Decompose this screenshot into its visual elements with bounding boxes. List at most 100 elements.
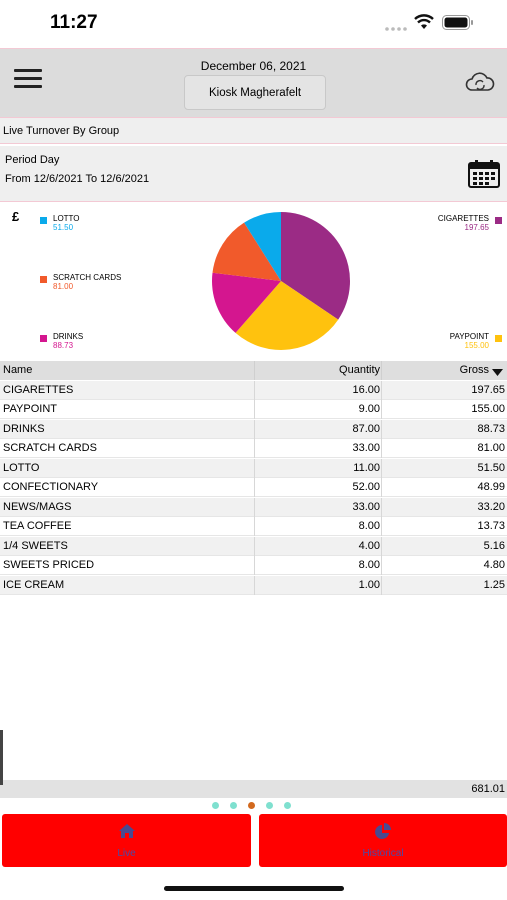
- row-name: SWEETS PRICED: [3, 559, 95, 572]
- pie-slice-lotto: [244, 212, 281, 281]
- table-row[interactable]: PAYPOINT 9.00 155.00: [0, 400, 507, 420]
- battery-icon: [442, 15, 474, 36]
- table-row[interactable]: CIGARETTES 16.00 197.65: [0, 381, 507, 400]
- legend-value: 197.65: [464, 223, 489, 232]
- page-dot[interactable]: [230, 802, 237, 809]
- row-quantity: 87.00: [352, 422, 380, 435]
- total-bar: 681.01: [0, 780, 507, 798]
- row-gross: 13.73: [477, 520, 505, 533]
- legend-paypoint: PAYPOINT 155.00: [450, 332, 502, 350]
- table-row[interactable]: 1/4 SWEETS 4.00 5.16: [0, 536, 507, 556]
- page-dot[interactable]: [248, 802, 255, 809]
- row-quantity: 8.00: [358, 520, 380, 533]
- row-gross: 1.25: [483, 578, 505, 591]
- row-gross: 48.99: [477, 481, 505, 494]
- period-label: Period Day: [5, 154, 60, 166]
- legend-value: 155.00: [464, 341, 489, 350]
- menu-button[interactable]: [14, 69, 42, 89]
- row-quantity: 8.00: [358, 559, 380, 572]
- calendar-icon[interactable]: [467, 159, 501, 189]
- legend-value: 51.50: [53, 223, 74, 232]
- pie-svg: [212, 212, 351, 350]
- row-name: DRINKS: [3, 422, 45, 435]
- row-quantity: 9.00: [358, 403, 380, 416]
- row-name: SCRATCH CARDS: [3, 442, 97, 455]
- table-row[interactable]: TEA COFFEE 8.00 13.73: [0, 517, 507, 537]
- row-name: CIGARETTES: [3, 384, 74, 396]
- table-row[interactable]: DRINKS 87.00 88.73: [0, 419, 507, 439]
- row-name: ICE CREAM: [3, 578, 65, 591]
- legend-scratch-cards: SCRATCH CARDS 81.00: [40, 273, 121, 291]
- pie-slice-paypoint: [235, 281, 339, 350]
- pie-slice-drinks: [212, 272, 281, 333]
- sort-desc-icon[interactable]: [492, 367, 503, 379]
- wifi-icon: [414, 14, 434, 35]
- status-bar: 11:27: [0, 0, 507, 48]
- table-row[interactable]: LOTTO 11.00 51.50: [0, 458, 507, 478]
- legend-cigarettes: CIGARETTES 197.65: [438, 214, 502, 232]
- row-quantity: 33.00: [352, 500, 380, 513]
- tab-historical[interactable]: Historical: [259, 814, 507, 867]
- column-header-gross[interactable]: Gross: [459, 364, 489, 376]
- table-row[interactable]: CONFECTIONARY 52.00 48.99: [0, 478, 507, 498]
- row-quantity: 52.00: [352, 481, 380, 494]
- table-header: Name Quantity Gross: [0, 361, 507, 380]
- store-selector[interactable]: Kiosk Magherafelt: [184, 75, 326, 110]
- tab-live[interactable]: Live: [2, 814, 251, 867]
- tab-live-label: Live: [117, 848, 136, 859]
- row-quantity: 16.00: [352, 384, 380, 396]
- column-header-quantity[interactable]: Quantity: [339, 364, 380, 376]
- table-row[interactable]: SCRATCH CARDS 33.00 81.00: [0, 439, 507, 459]
- app-header: December 06, 2021 Kiosk Magherafelt: [0, 48, 507, 118]
- row-gross: 81.00: [477, 442, 505, 455]
- period-panel: Period Day From 12/6/2021 To 12/6/2021: [0, 146, 507, 202]
- legend-swatch: [495, 217, 502, 224]
- currency-symbol: £: [12, 209, 20, 224]
- legend-label: PAYPOINT: [449, 332, 489, 341]
- legend-swatch: [40, 217, 47, 224]
- legend-label: LOTTO: [53, 214, 80, 223]
- legend-label: CIGARETTES: [437, 214, 489, 223]
- row-name: LOTTO: [3, 461, 40, 474]
- period-range: From 12/6/2021 To 12/6/2021: [5, 173, 150, 185]
- signal-icon: [384, 19, 408, 37]
- cloud-sync-icon[interactable]: [464, 69, 496, 97]
- table-row[interactable]: NEWS/MAGS 33.00 33.20: [0, 497, 507, 517]
- page-dot[interactable]: [212, 802, 219, 809]
- row-name: NEWS/MAGS: [3, 500, 72, 513]
- pie-slice-cigarettes: [281, 212, 351, 320]
- page-dot[interactable]: [284, 802, 291, 809]
- row-name: PAYPOINT: [3, 403, 57, 416]
- table-row[interactable]: SWEETS PRICED 8.00 4.80: [0, 556, 507, 576]
- row-gross: 33.20: [477, 500, 505, 513]
- legend-drinks: DRINKS 88.73: [40, 332, 83, 350]
- legend-swatch: [495, 335, 502, 342]
- home-indicator[interactable]: [164, 886, 344, 891]
- total-gross: 681.01: [471, 783, 505, 795]
- row-gross: 88.73: [477, 422, 505, 435]
- legend-label: DRINKS: [53, 332, 84, 341]
- row-quantity: 11.00: [353, 461, 380, 474]
- row-name: CONFECTIONARY: [3, 481, 99, 494]
- section-title: Live Turnover By Group: [0, 118, 507, 144]
- tab-historical-label: Historical: [362, 848, 404, 859]
- scroll-edge: [0, 730, 3, 785]
- row-gross: 5.16: [483, 539, 505, 552]
- legend-swatch: [40, 335, 47, 342]
- row-quantity: 1.00: [358, 578, 380, 591]
- legend-label: SCRATCH CARDS: [53, 273, 122, 282]
- table-row[interactable]: ICE CREAM 1.00 1.25: [0, 575, 507, 595]
- row-quantity: 33.00: [352, 442, 380, 455]
- row-quantity: 4.00: [358, 539, 380, 552]
- row-gross: 4.80: [483, 559, 505, 572]
- page-dot[interactable]: [266, 802, 273, 809]
- status-time: 11:27: [50, 12, 98, 33]
- legend-value: 88.73: [53, 341, 74, 350]
- column-header-name[interactable]: Name: [3, 364, 33, 376]
- legend-swatch: [40, 276, 47, 283]
- home-icon: [118, 823, 136, 844]
- legend-lotto: LOTTO 51.50: [40, 214, 80, 232]
- pie-chart-icon: [374, 823, 392, 846]
- header-date: December 06, 2021: [200, 59, 307, 73]
- row-name: 1/4 SWEETS: [3, 539, 68, 552]
